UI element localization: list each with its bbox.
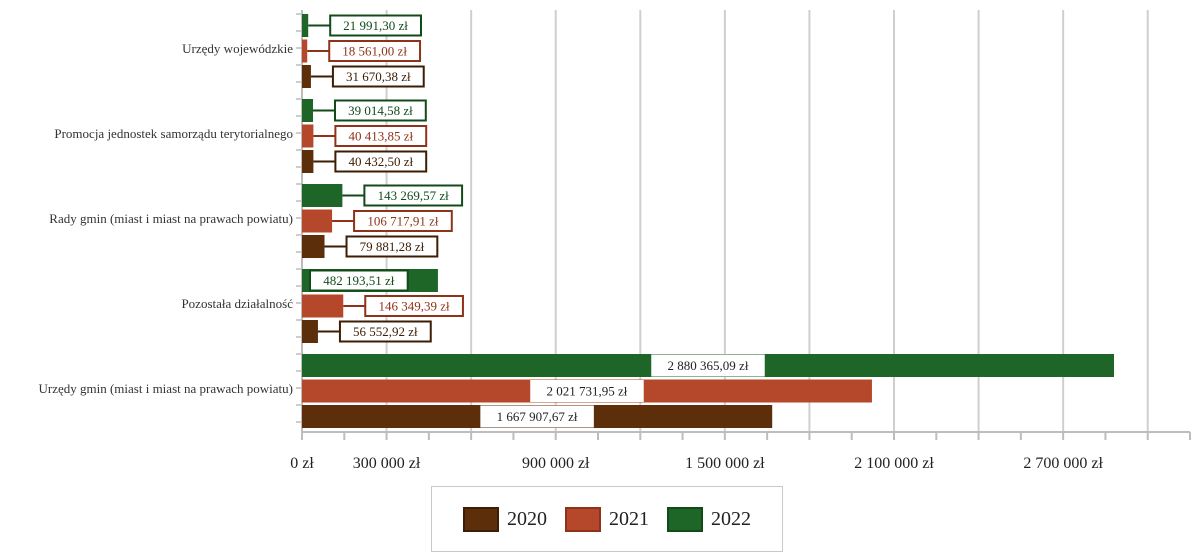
data-label-box [364, 295, 464, 317]
bar-2021 [302, 124, 314, 148]
category-label: Urzędy gmin (miast i miast na prawach po… [38, 381, 293, 396]
data-label-box [480, 405, 594, 428]
legend-swatch [463, 506, 499, 532]
data-label: 40 432,50 zł [348, 154, 413, 169]
category-label: Pozostała działalność [181, 296, 293, 311]
data-label: 21 991,30 zł [343, 18, 408, 33]
legend-item-2021[interactable]: 2021 [565, 506, 649, 532]
category-label: Promocja jednostek samorządu terytorialn… [54, 126, 293, 141]
data-label: 146 349,39 zł [379, 299, 451, 314]
data-label-box [328, 40, 422, 62]
data-label-box [331, 65, 425, 88]
x-tick-label: 900 000 zł [522, 455, 590, 472]
data-label-box [329, 14, 422, 37]
data-label: 31 670,38 zł [346, 69, 411, 84]
x-axis-labels: 0 zł 300 000 zł 900 000 zł 1 500 000 zł 2 10… [290, 455, 1103, 472]
y-axis-labels: Urzędy wojewódzkie Promocja jednostek sam… [38, 41, 293, 396]
data-label: 56 552,92 zł [353, 324, 418, 339]
data-label: 79 881,28 zł [360, 239, 425, 254]
legend-label: 2021 [609, 507, 649, 530]
data-label: 2 880 365,09 zł [668, 358, 749, 373]
data-label-box [334, 150, 428, 173]
data-label: 106 717,91 zł [367, 214, 439, 229]
data-label-box [345, 235, 439, 258]
data-label: 2 021 731,95 zł [547, 384, 628, 399]
bar-2022 [302, 14, 309, 37]
legend-swatch [667, 506, 703, 532]
bar-2021 [302, 209, 333, 233]
bar-2021 [302, 39, 308, 63]
bar-2020 [302, 320, 318, 343]
data-label: 40 413,85 zł [348, 129, 413, 144]
data-labels: 21 991,30 zł 18 561,00 zł 31 670,38 zł 39 0… [307, 14, 765, 428]
legend-item-2020[interactable]: 2020 [463, 506, 547, 532]
bar-2022 [302, 184, 343, 207]
data-label: 1 667 907,67 zł [497, 409, 578, 424]
legend: 2020 2021 2022 [431, 486, 783, 552]
legend-label: 2020 [507, 507, 547, 530]
legend-label: 2022 [711, 507, 751, 530]
bar-2021 [302, 294, 344, 318]
bar-2020 [302, 65, 311, 88]
data-label-box [334, 125, 428, 147]
category-label: Urzędy wojewódzkie [182, 41, 293, 56]
data-label: 143 269,57 zł [378, 188, 450, 203]
bar-2020 [302, 150, 314, 173]
data-label: 18 561,00 zł [342, 44, 407, 59]
data-label-box [338, 320, 432, 343]
data-label: 39 014,58 zł [348, 103, 413, 118]
x-tick-label: 2 700 000 zł [1023, 455, 1103, 472]
data-label-box [333, 99, 427, 122]
data-label: 482 193,51 zł [323, 273, 395, 288]
data-label-box [363, 184, 464, 207]
bar-2020 [302, 235, 325, 258]
x-tick-label: 0 zł [290, 455, 314, 472]
data-label-box [353, 210, 453, 232]
data-label-box [651, 354, 765, 377]
data-label-box [530, 380, 644, 402]
x-tick-label: 2 100 000 zł [854, 455, 934, 472]
bar-2022 [302, 99, 313, 122]
data-label-box [309, 269, 409, 292]
x-tick-label: 300 000 zł [353, 455, 421, 472]
legend-swatch [565, 506, 601, 532]
x-tick-label: 1 500 000 zł [685, 455, 765, 472]
category-label: Rady gmin (miast i miast na prawach powi… [49, 211, 293, 226]
legend-item-2022[interactable]: 2022 [667, 506, 751, 532]
